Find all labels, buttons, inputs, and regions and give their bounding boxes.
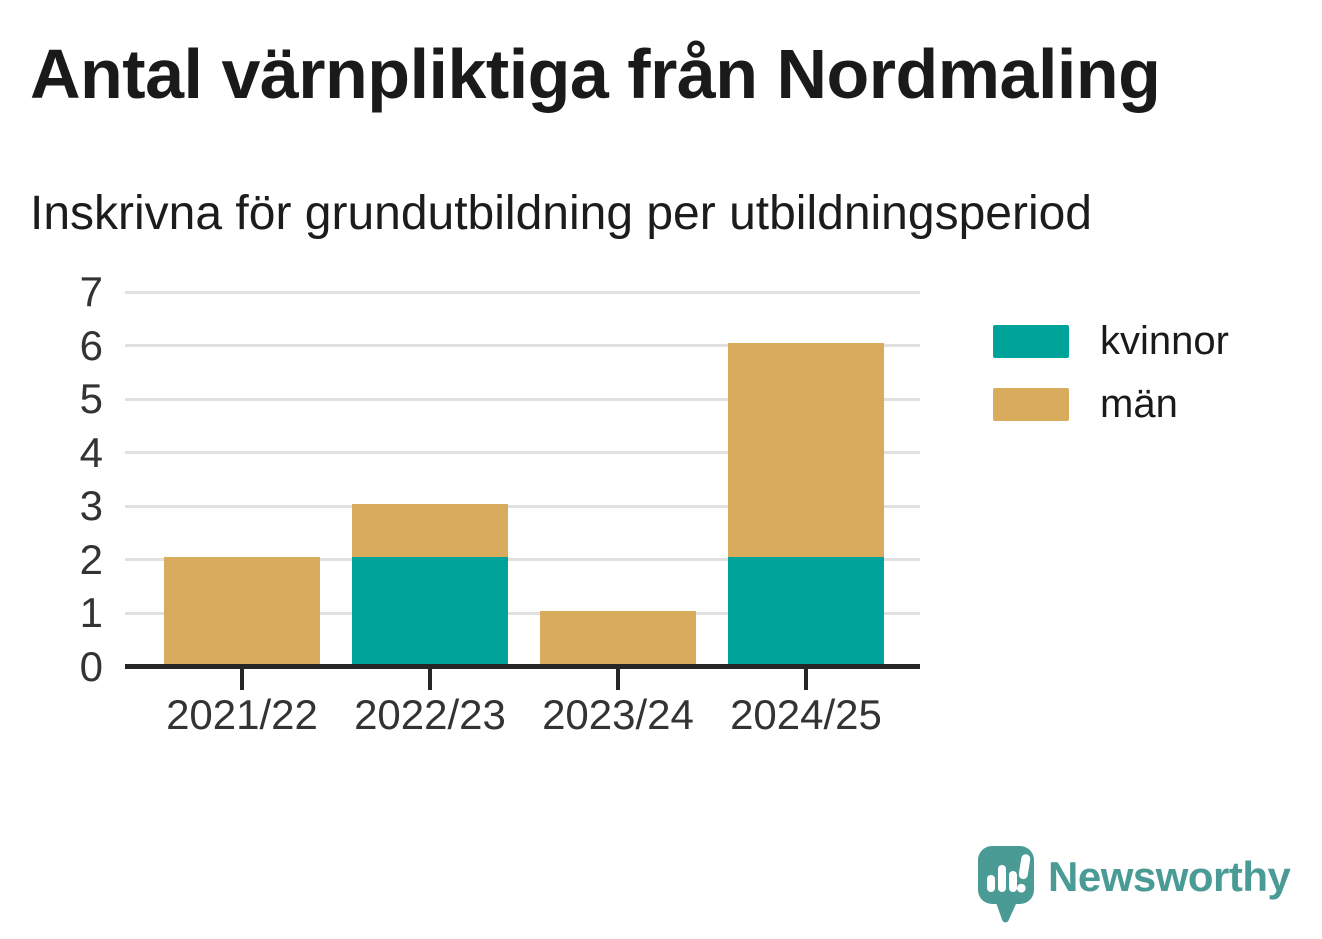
y-axis-label-4: 4 — [79, 428, 103, 476]
bar-2023-24-män — [540, 610, 696, 664]
x-axis-label-2024-25: 2024/25 — [730, 691, 882, 738]
chart-legend: kvinnor män — [993, 319, 1229, 451]
newsworthy-logo-icon — [978, 846, 1034, 923]
y-axis-label-1: 1 — [79, 589, 103, 636]
bar-2022-23-kvinnor — [352, 557, 508, 664]
legend-swatch-man — [993, 388, 1069, 421]
x-axis-label-2021-22: 2021/22 — [166, 691, 318, 738]
newsworthy-wordmark: Newsworthy — [1048, 853, 1291, 900]
bar-2024-25-kvinnor — [728, 557, 884, 664]
gridline-y5 — [125, 397, 920, 401]
bar-2024-25-män — [728, 343, 884, 557]
x-axis-label-2023-24: 2023/24 — [542, 691, 694, 738]
x-tick-2024-25 — [804, 669, 808, 690]
x-tick-2022-23 — [428, 669, 432, 690]
y-axis-label-7: 7 — [79, 268, 103, 315]
gridline-y2 — [125, 558, 920, 561]
x-axis-label-2022-23: 2022/23 — [354, 691, 506, 738]
legend-swatch-kvinnor — [993, 325, 1069, 358]
y-axis-label-2: 2 — [79, 535, 103, 583]
gridline-y7 — [125, 290, 920, 294]
gridline-y1 — [125, 611, 920, 615]
newsworthy-brand: Newsworthy — [978, 846, 1291, 924]
bar-2021-22-män — [164, 557, 320, 664]
y-axis-label-0: 0 — [79, 642, 103, 690]
y-axis-label-5: 5 — [79, 375, 103, 422]
gridline-y4 — [125, 451, 920, 454]
x-tick-2021-22 — [240, 669, 244, 690]
page-subtitle: Inskrivna för grundutbildning per utbild… — [30, 187, 1092, 240]
bar-2022-23-män — [352, 503, 508, 557]
y-axis-label-3: 3 — [79, 482, 103, 529]
y-axis-label-6: 6 — [79, 321, 103, 369]
gridline-y3 — [125, 504, 920, 508]
legend-label-man: män — [1100, 382, 1178, 426]
x-tick-2023-24 — [616, 669, 620, 690]
legend-item-kvinnor: kvinnor — [993, 319, 1229, 363]
legend-item-man: män — [993, 382, 1229, 426]
gridline-y6 — [125, 344, 920, 347]
page-title: Antal värnpliktiga från Nordmaling — [30, 35, 1161, 113]
legend-label-kvinnor: kvinnor — [1100, 319, 1229, 363]
x-axis-line — [125, 664, 920, 669]
